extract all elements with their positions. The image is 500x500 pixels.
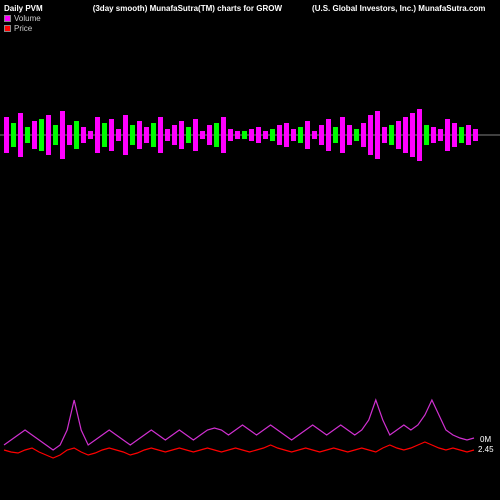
chart-container: 0M2.45 Daily PVM (3day smooth) MunafaSut…	[0, 0, 500, 500]
price-swatch	[4, 25, 11, 32]
svg-text:2.45: 2.45	[478, 445, 494, 454]
svg-text:0M: 0M	[480, 435, 491, 444]
legend-price: Price	[4, 24, 41, 33]
title-mid: (3day smooth) MunafaSutra(TM) charts for…	[93, 4, 282, 13]
chart-header: Daily PVM (3day smooth) MunafaSutra(TM) …	[0, 4, 500, 13]
title-left: Daily PVM	[4, 4, 43, 13]
volume-swatch	[4, 15, 11, 22]
legend-volume: Volume	[4, 14, 41, 23]
legend-price-label: Price	[14, 24, 32, 33]
chart-svg: 0M2.45	[0, 0, 500, 500]
legend: Volume Price	[4, 14, 41, 34]
title-right: (U.S. Global Investors, Inc.) MunafaSutr…	[312, 4, 485, 13]
legend-volume-label: Volume	[14, 14, 41, 23]
